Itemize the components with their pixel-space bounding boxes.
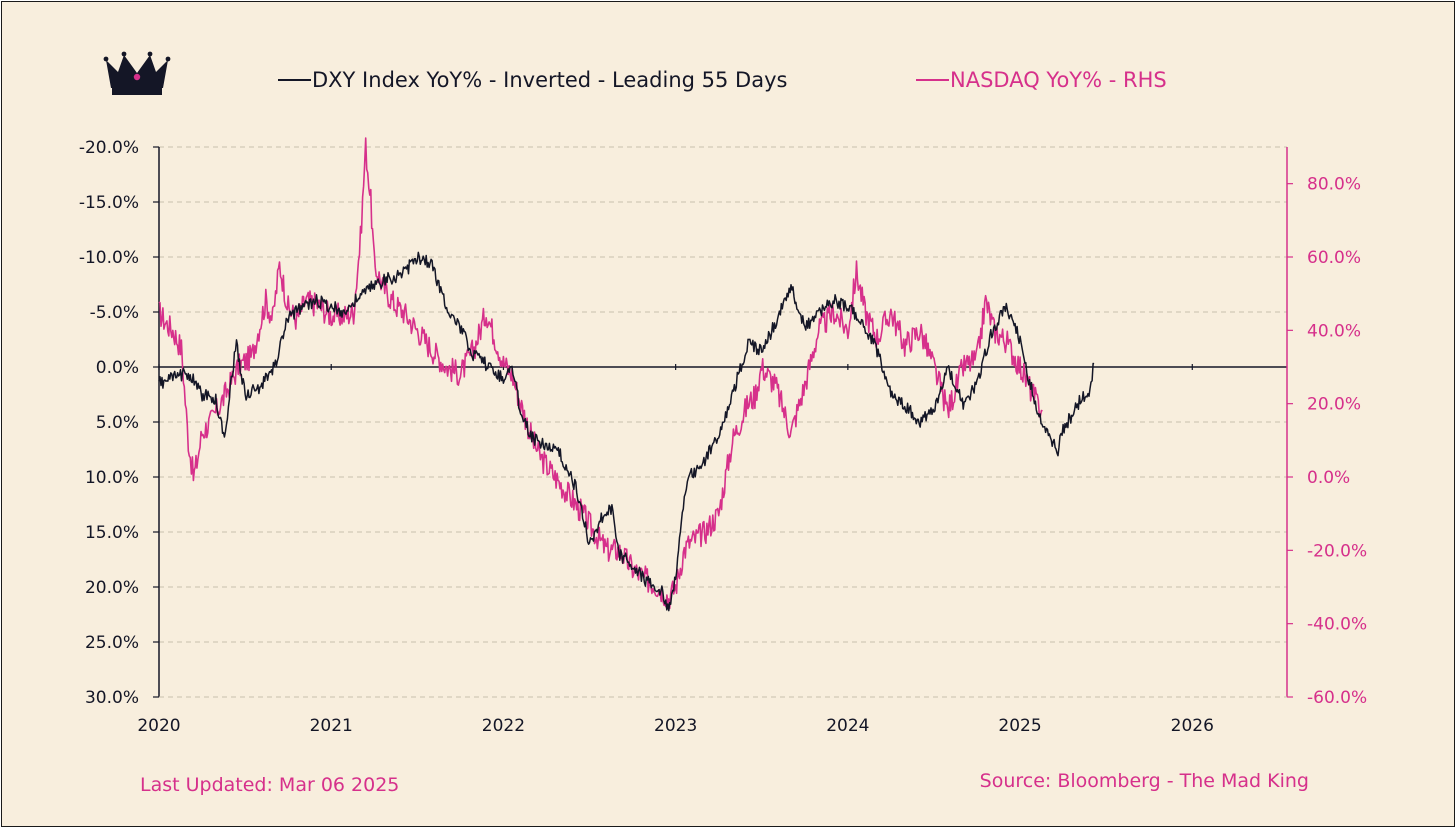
right-tick-label: 40.0% (1307, 321, 1361, 341)
legend-nasdaq-label: NASDAQ YoY% - RHS (950, 68, 1167, 92)
x-tick-label: 2023 (654, 716, 697, 736)
left-tick-label: -10.0% (79, 248, 139, 268)
x-tick-label: 2024 (826, 716, 869, 736)
left-tick-label: -15.0% (79, 193, 139, 213)
x-tick-label: 2021 (310, 716, 353, 736)
left-tick-label: -20.0% (79, 138, 139, 158)
crown-icon (103, 51, 171, 95)
right-tick-label: 60.0% (1307, 248, 1361, 268)
legend: DXY Index YoY% - Inverted - Leading 55 D… (278, 68, 1167, 92)
series-line-dxy (158, 251, 1095, 612)
right-tick-label: 0.0% (1307, 468, 1350, 488)
left-tick-label: 5.0% (96, 413, 139, 433)
left-tick-label: 10.0% (85, 468, 139, 488)
x-tick-label: 2020 (137, 716, 180, 736)
left-tick-label: 25.0% (85, 633, 139, 653)
last-updated: Last Updated: Mar 06 2025 (140, 774, 400, 796)
series (158, 137, 1095, 612)
x-tick-label: 2026 (1171, 716, 1214, 736)
source-credit: Source: Bloomberg - The Mad King (979, 770, 1309, 792)
left-tick-label: 0.0% (96, 358, 139, 378)
right-tick-label: -40.0% (1307, 615, 1367, 635)
axes: -20.0% -15.0% -10.0% -5.0% 0.0% 5.0% 10.0% 15.0… (79, 138, 1367, 736)
right-tick-label: -20.0% (1307, 541, 1367, 561)
left-tick-label: 20.0% (85, 578, 139, 598)
x-tick-label: 2025 (998, 716, 1041, 736)
left-tick-label: 30.0% (85, 688, 139, 708)
left-tick-label: -5.0% (90, 303, 139, 323)
left-tick-label: 15.0% (85, 523, 139, 543)
right-tick-label: 80.0% (1307, 175, 1361, 195)
series-line-nasdaq (158, 137, 1043, 610)
right-tick-label: -60.0% (1307, 688, 1367, 708)
right-tick-label: 20.0% (1307, 395, 1361, 415)
legend-dxy-label: DXY Index YoY% - Inverted - Leading 55 D… (312, 68, 787, 92)
x-tick-label: 2022 (482, 716, 525, 736)
